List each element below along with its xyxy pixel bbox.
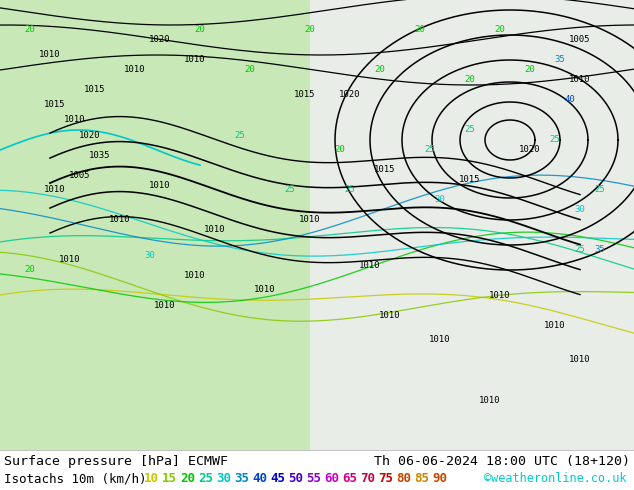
- Text: 40: 40: [252, 472, 267, 485]
- Text: 1010: 1010: [59, 255, 81, 265]
- Text: 1010: 1010: [429, 336, 451, 344]
- Bar: [0, 450, 634, 490]
- Text: 1020: 1020: [339, 91, 361, 99]
- Text: 1010: 1010: [39, 50, 61, 59]
- Text: 20: 20: [465, 75, 476, 84]
- Text: 20: 20: [195, 25, 205, 34]
- Text: 40: 40: [565, 96, 576, 104]
- Text: 1010: 1010: [299, 216, 321, 224]
- Text: 1010: 1010: [44, 186, 66, 195]
- Polygon shape: [310, 0, 634, 450]
- Text: 1020: 1020: [79, 130, 101, 140]
- Text: 1010: 1010: [109, 216, 131, 224]
- Text: 20: 20: [180, 472, 195, 485]
- Text: 1010: 1010: [184, 55, 206, 65]
- Text: 15: 15: [162, 472, 177, 485]
- Text: 35: 35: [595, 245, 605, 254]
- Text: 1005: 1005: [69, 171, 91, 179]
- Text: 1010: 1010: [184, 270, 206, 279]
- Text: 1010: 1010: [479, 395, 501, 405]
- Text: 25: 25: [425, 146, 436, 154]
- Text: 55: 55: [306, 472, 321, 485]
- Text: 1010: 1010: [359, 261, 381, 270]
- Text: 20: 20: [524, 66, 535, 74]
- Text: Isotachs 10m (km/h): Isotachs 10m (km/h): [4, 472, 146, 485]
- Text: 1010: 1010: [149, 180, 171, 190]
- Text: 1005: 1005: [569, 35, 591, 45]
- Text: 30: 30: [435, 196, 445, 204]
- Text: 50: 50: [288, 472, 303, 485]
- Text: 1010: 1010: [379, 311, 401, 319]
- Text: 1015: 1015: [44, 100, 66, 109]
- Text: 1015: 1015: [84, 85, 106, 95]
- Text: 65: 65: [342, 472, 357, 485]
- Text: 85: 85: [414, 472, 429, 485]
- Text: 1010: 1010: [124, 66, 146, 74]
- Text: 20: 20: [495, 25, 505, 34]
- Text: 20: 20: [375, 66, 385, 74]
- Text: 10: 10: [144, 472, 159, 485]
- Text: Surface pressure [hPa] ECMWF: Surface pressure [hPa] ECMWF: [4, 455, 228, 467]
- Text: 25: 25: [595, 186, 605, 195]
- Text: 20: 20: [25, 25, 36, 34]
- Text: Th 06-06-2024 18:00 UTC (18+120): Th 06-06-2024 18:00 UTC (18+120): [374, 455, 630, 467]
- Text: 1035: 1035: [89, 150, 111, 160]
- Text: 25: 25: [574, 245, 585, 254]
- Text: 20: 20: [304, 25, 315, 34]
- Text: 1010: 1010: [64, 116, 86, 124]
- Text: 1010: 1010: [544, 320, 566, 329]
- Text: 1010: 1010: [204, 225, 226, 235]
- Text: 1015: 1015: [374, 166, 396, 174]
- Text: 35: 35: [234, 472, 249, 485]
- Text: 30: 30: [216, 472, 231, 485]
- Polygon shape: [0, 0, 310, 450]
- Text: 25: 25: [235, 130, 245, 140]
- Text: 30: 30: [574, 205, 585, 215]
- Text: 60: 60: [324, 472, 339, 485]
- Text: 20: 20: [335, 146, 346, 154]
- Text: 30: 30: [145, 250, 155, 260]
- Text: 20: 20: [415, 25, 425, 34]
- Text: 1010: 1010: [154, 300, 176, 310]
- Text: 1010: 1010: [569, 356, 591, 365]
- Text: 75: 75: [378, 472, 393, 485]
- Text: 25: 25: [550, 136, 560, 145]
- Text: ©weatheronline.co.uk: ©weatheronline.co.uk: [484, 472, 626, 485]
- Text: 20: 20: [25, 266, 36, 274]
- Text: 25: 25: [285, 186, 295, 195]
- Text: 45: 45: [270, 472, 285, 485]
- Text: 70: 70: [360, 472, 375, 485]
- Text: 1020: 1020: [149, 35, 171, 45]
- Text: 25: 25: [345, 186, 356, 195]
- Text: 1015: 1015: [294, 91, 316, 99]
- Text: 1010: 1010: [489, 291, 511, 299]
- Text: 20: 20: [245, 66, 256, 74]
- Text: 25: 25: [198, 472, 213, 485]
- Text: 1010: 1010: [254, 286, 276, 294]
- Text: 90: 90: [432, 472, 447, 485]
- Text: 1010: 1010: [569, 75, 591, 84]
- Text: 1015: 1015: [459, 175, 481, 185]
- Text: 80: 80: [396, 472, 411, 485]
- Text: 35: 35: [555, 55, 566, 65]
- Text: 25: 25: [465, 125, 476, 134]
- Text: 1020: 1020: [519, 146, 541, 154]
